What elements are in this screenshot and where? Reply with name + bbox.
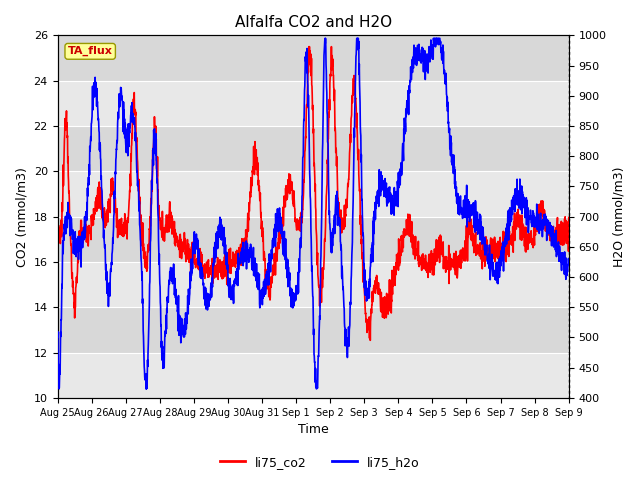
Bar — [58, 262, 569, 307]
Bar — [58, 353, 569, 398]
li75_co2 — [367, 337, 374, 343]
Line: li75_h2o: li75_h2o — [58, 38, 569, 389]
li75_co2 — [550, 232, 558, 238]
li75_h2o — [303, 50, 310, 56]
li75_co2 — [457, 248, 465, 253]
li75_co2 — [289, 196, 296, 202]
li75_h2o — [54, 335, 61, 340]
li75_h2o — [565, 258, 573, 264]
Bar — [58, 81, 569, 126]
li75_h2o — [457, 193, 465, 199]
Legend: li75_co2, li75_h2o: li75_co2, li75_h2o — [215, 451, 425, 474]
li75_co2 — [565, 215, 573, 220]
Y-axis label: H2O (mmol/m3): H2O (mmol/m3) — [612, 167, 625, 267]
Bar — [58, 171, 569, 216]
li75_co2 — [54, 238, 61, 243]
li75_h2o — [321, 36, 329, 41]
li75_h2o — [55, 386, 63, 392]
li75_co2 — [80, 229, 88, 235]
li75_h2o — [289, 305, 296, 311]
li75_h2o — [550, 238, 558, 243]
li75_h2o — [550, 231, 558, 237]
Y-axis label: CO2 (mmol/m3): CO2 (mmol/m3) — [15, 167, 28, 266]
li75_h2o — [80, 225, 88, 230]
Title: Alfalfa CO2 and H2O: Alfalfa CO2 and H2O — [235, 15, 392, 30]
X-axis label: Time: Time — [298, 423, 328, 436]
li75_co2 — [305, 44, 313, 49]
Text: TA_flux: TA_flux — [68, 46, 113, 57]
li75_co2 — [550, 228, 558, 233]
Line: li75_co2: li75_co2 — [58, 47, 569, 340]
li75_co2 — [302, 120, 310, 125]
